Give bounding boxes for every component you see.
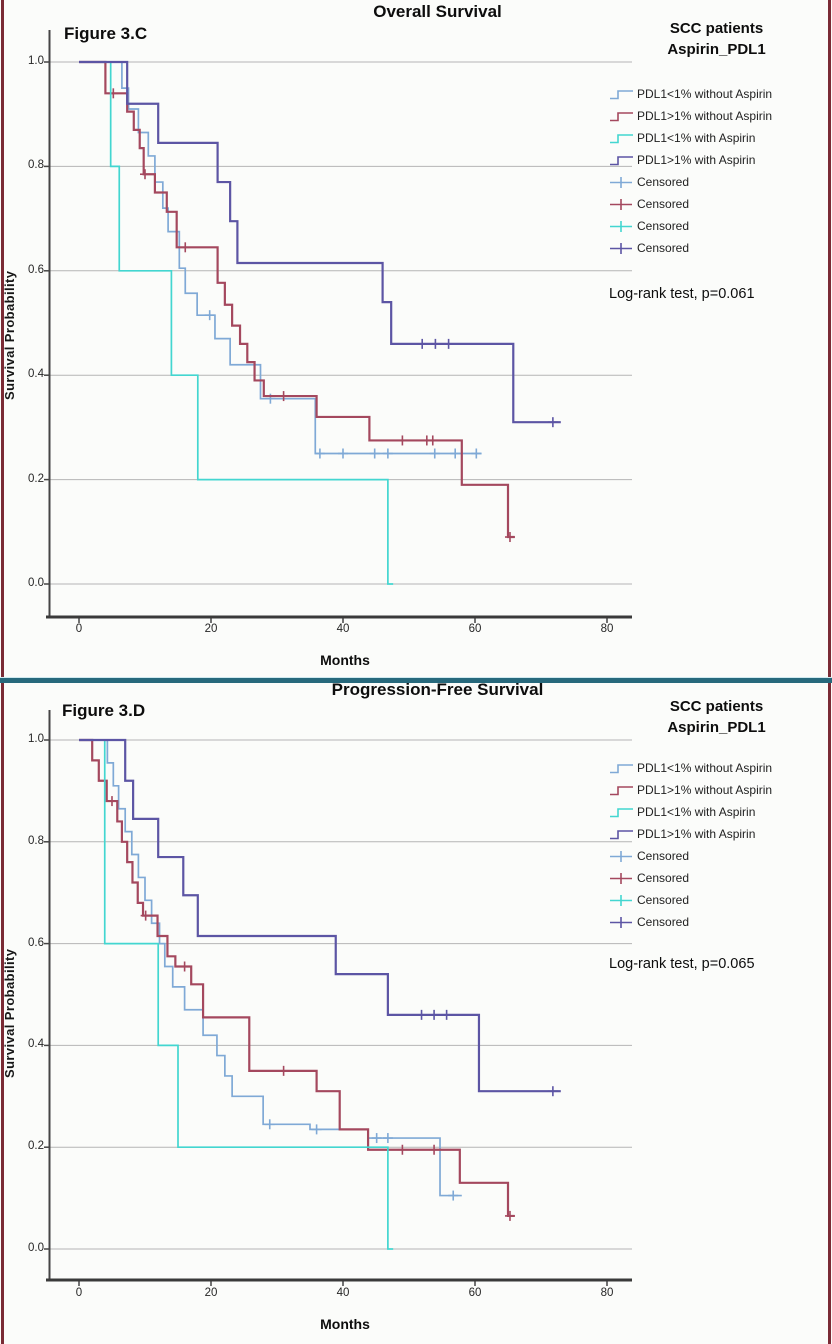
legend-item: PDL1>1% with Aspirin (609, 824, 755, 844)
legend-step-line-icon (610, 133, 633, 143)
legend-title: SCC patients (669, 20, 764, 37)
legend-item: Censored (609, 912, 689, 932)
legend-censored-plus-icon (610, 872, 632, 884)
legend-item-label: Censored (637, 197, 690, 211)
legend-step-line-icon (610, 89, 633, 99)
legend-subtitle: Aspirin_PDL1 (667, 719, 766, 736)
legend-item-label: PDL1<1% without Aspirin (637, 761, 773, 775)
chart-title-overall-survival: Overall Survival (373, 2, 502, 21)
x-axis-title: Months (320, 652, 370, 668)
legend-item-label: Censored (637, 915, 690, 929)
survival-curve (79, 738, 561, 1093)
legend-item-label: PDL1>1% without Aspirin (637, 783, 773, 797)
legend-step-line-icon (610, 155, 633, 165)
y-axis-title: Survival Probability (2, 270, 17, 400)
legend-item-label: PDL1>1% with Aspirin (637, 153, 756, 167)
legend-step-line-icon (610, 763, 633, 773)
legend-item-label: PDL1>1% with Aspirin (637, 827, 756, 841)
legend-item: Censored (609, 846, 689, 866)
legend-item: PDL1>1% without Aspirin (609, 780, 772, 800)
log-rank-note: Log-rank test, p=0.065 (609, 956, 755, 972)
legend-item-label: Censored (637, 893, 690, 907)
legend-item: PDL1<1% with Aspirin (609, 802, 755, 822)
legend-item-label: PDL1<1% without Aspirin (637, 87, 773, 101)
chart-title-progression-free-survival: Progression-Free Survival (331, 680, 544, 699)
legend-item-label: Censored (637, 241, 690, 255)
legend-step-line-icon (610, 829, 633, 839)
left-page-border (1, 0, 4, 1344)
legend-step-line-icon (610, 111, 633, 121)
legend-item: PDL1>1% with Aspirin (609, 150, 755, 170)
legend-item: Censored (609, 194, 689, 214)
legend-item-label: Censored (637, 849, 690, 863)
survival-curve (79, 60, 515, 539)
legend-censored-plus-icon (610, 220, 632, 232)
legend-subtitle: Aspirin_PDL1 (667, 41, 766, 58)
legend-item-label: PDL1<1% with Aspirin (637, 805, 756, 819)
legend-censored-plus-icon (610, 894, 632, 906)
x-axis-title: Months (320, 1316, 370, 1332)
legend-item-label: Censored (637, 175, 690, 189)
survival-curve (79, 738, 515, 1218)
legend-item: PDL1>1% without Aspirin (609, 106, 772, 126)
legend-item-label: PDL1>1% without Aspirin (637, 109, 773, 123)
section-separator-line (0, 677, 832, 683)
legend-item: Censored (609, 868, 689, 888)
legend-item: Censored (609, 890, 689, 910)
legend-overall-survival: SCC patients Aspirin_PDL1 PDL1<1% withou… (606, 20, 827, 320)
legend-censored-plus-icon (610, 850, 632, 862)
legend-item: Censored (609, 172, 689, 192)
survival-curve (79, 739, 394, 1250)
legend-censored-plus-icon (610, 198, 632, 210)
legend-item: PDL1<1% with Aspirin (609, 128, 755, 148)
legend-censored-plus-icon (610, 176, 632, 188)
legend-step-line-icon (610, 807, 633, 817)
legend-censored-plus-icon (610, 242, 632, 254)
survival-curve (79, 61, 482, 455)
legend-item: Censored (609, 238, 689, 258)
figure-label-3c: Figure 3.C (64, 24, 148, 43)
legend-item: PDL1<1% without Aspirin (609, 84, 772, 104)
legend-step-line-icon (610, 785, 633, 795)
survival-curve (79, 60, 561, 424)
legend-censored-plus-icon (610, 916, 632, 928)
figure-label-3d: Figure 3.D (62, 701, 146, 720)
right-page-border (828, 0, 831, 1344)
log-rank-note: Log-rank test, p=0.061 (609, 286, 755, 302)
legend-item-label: Censored (637, 219, 690, 233)
legend-item-label: PDL1<1% with Aspirin (637, 131, 756, 145)
survival-curve (79, 61, 394, 585)
y-axis-title: Survival Probability (2, 948, 17, 1078)
legend-item: PDL1<1% without Aspirin (609, 758, 772, 778)
legend-item: Censored (609, 216, 689, 236)
legend-item-label: Censored (637, 871, 690, 885)
legend-progression-free-survival: SCC patients Aspirin_PDL1 PDL1<1% withou… (606, 698, 827, 998)
legend-title: SCC patients (669, 698, 764, 715)
